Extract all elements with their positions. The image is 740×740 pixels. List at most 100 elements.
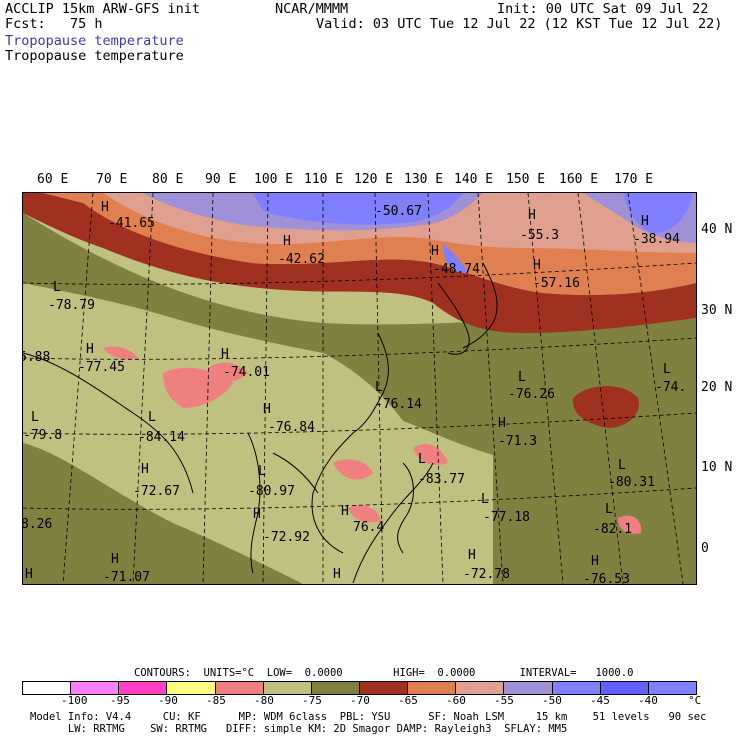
extremum-label: H <box>221 347 229 362</box>
scale-tick: -95 <box>110 694 130 707</box>
scale-tick: -50 <box>542 694 562 707</box>
graticule <box>23 193 696 584</box>
scale-tick: -90 <box>158 694 178 707</box>
extremum-value: -83.77 <box>418 472 465 487</box>
field-patch-pink-6 <box>348 505 381 523</box>
extremum-label: H <box>533 258 541 273</box>
color-bin <box>71 682 120 694</box>
color-bin <box>215 682 264 694</box>
lon-label: 90 E <box>205 172 237 187</box>
extremum-value: -77.18 <box>483 510 530 525</box>
scale-tick: -75 <box>302 694 322 707</box>
extremum-value: 8.26 <box>23 517 52 532</box>
extremum-label: L <box>618 458 626 473</box>
extremum-label: L <box>663 362 671 377</box>
valid-time: Valid: 03 UTC Tue 12 Jul 22 (12 KST Tue … <box>316 16 723 32</box>
extremum-value: -50.67 <box>375 204 422 219</box>
extremum-label: H <box>498 416 506 431</box>
extremum-label: L <box>258 464 266 479</box>
color-bin <box>263 682 312 694</box>
color-bin <box>167 682 216 694</box>
model-info-line1: Model Info: V4.4 CU: KF MP: WDM 6class P… <box>30 711 707 723</box>
field-title-blue: Tropopause temperature <box>5 33 184 49</box>
field-band-dark-olive-south <box>23 443 303 584</box>
lon-label: 70 E <box>96 172 128 187</box>
color-bin <box>311 682 360 694</box>
extremum-value: -77.45 <box>78 360 125 375</box>
field-title: Tropopause temperature <box>5 48 184 64</box>
scale-unit: °C <box>688 694 702 707</box>
map-canvas: H -41.65 H -42.62 -50.67 H -55.3 H -38.9… <box>23 193 696 584</box>
extremum-label: H <box>283 234 291 249</box>
extremum-value: -72.78 <box>463 567 510 582</box>
extremum-label: H <box>263 402 271 417</box>
lat-label: 20 N <box>701 380 733 395</box>
lon-label: 140 E <box>454 172 494 187</box>
extremum-value: -74. <box>655 380 686 395</box>
color-scale-bar <box>22 681 697 695</box>
field-patch-pink-5 <box>413 443 448 465</box>
extremum-label: H <box>333 567 341 582</box>
field-band-blue-east <box>623 193 693 233</box>
extremum-value: 76.4 <box>353 520 384 535</box>
scale-tick: -65 <box>398 694 418 707</box>
color-bin <box>504 682 553 694</box>
extremum-label: L <box>481 492 489 507</box>
extremum-value: -80.97 <box>248 484 295 499</box>
extremum-label: H <box>86 342 94 357</box>
field-patch-pink-2 <box>208 362 248 383</box>
init-time: Init: 00 UTC Sat 09 Jul 22 <box>497 1 709 17</box>
extremum-value: -76.14 <box>375 397 422 412</box>
color-bin <box>359 682 409 694</box>
scale-tick: -85 <box>206 694 226 707</box>
extremum-label: H <box>253 507 261 522</box>
lon-label: 150 E <box>506 172 546 187</box>
lat-label: 30 N <box>701 303 733 318</box>
extrema-labels: H -41.65 H -42.62 -50.67 H -55.3 H -38.9… <box>23 200 686 584</box>
lon-label: 170 E <box>614 172 654 187</box>
extremum-value: 5.88 <box>23 350 50 365</box>
extremum-value: -71.07 <box>103 570 150 584</box>
color-bin <box>408 682 457 694</box>
extremum-label: H <box>528 208 536 223</box>
field-band-dark-olive <box>23 213 696 456</box>
extremum-value: -38.94 <box>633 232 680 247</box>
extremum-value: -76.53 <box>583 572 630 584</box>
lon-label: 110 E <box>304 172 344 187</box>
field-band-dark-olive-east <box>493 433 696 584</box>
extremum-value: -42.62 <box>278 252 325 267</box>
extremum-value: -84.14 <box>138 430 185 445</box>
extremum-label: H <box>431 244 439 259</box>
extremum-label: H <box>468 548 476 563</box>
forecast-hour: Fcst: 75 h <box>5 16 103 32</box>
extremum-label: L <box>31 410 39 425</box>
field-band-blue-small <box>443 243 468 274</box>
coastlines <box>23 262 498 584</box>
extremum-label: L <box>605 502 613 517</box>
scale-tick: -60 <box>446 694 466 707</box>
lon-label: 80 E <box>152 172 184 187</box>
extremum-label: L <box>148 410 156 425</box>
extremum-label: H <box>641 214 649 229</box>
extremum-label: H <box>591 554 599 569</box>
extremum-value: -80.31 <box>608 475 655 490</box>
extremum-value: -74.01 <box>223 365 270 380</box>
field-blob-red <box>572 385 639 428</box>
extremum-value: -57.16 <box>533 276 580 291</box>
contours-info: CONTOURS: UNITS=°C LOW= 0.0000 HIGH= 0.0… <box>134 667 634 679</box>
color-bin <box>456 682 505 694</box>
extremum-value: -72.92 <box>263 530 310 545</box>
lon-label: 60 E <box>37 172 69 187</box>
lon-label: 160 E <box>559 172 599 187</box>
lat-label: 10 N <box>701 460 733 475</box>
field-band-red <box>23 193 696 333</box>
extremum-label: L <box>518 370 526 385</box>
lon-label: 120 E <box>354 172 394 187</box>
extremum-value: -76.26 <box>508 387 555 402</box>
color-bin <box>119 682 168 694</box>
scale-tick: -45 <box>590 694 610 707</box>
extremum-value: -82.1 <box>593 522 632 537</box>
extremum-value: -76.84 <box>268 420 315 435</box>
scale-tick: -80 <box>254 694 274 707</box>
field-patch-pink-3 <box>103 346 138 360</box>
